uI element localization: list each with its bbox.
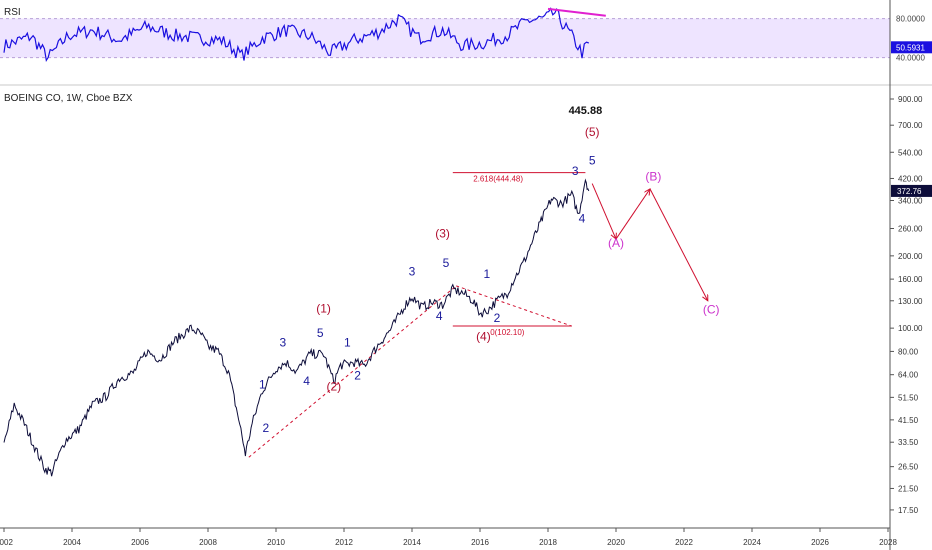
price-tick-label: 160.00 [898, 275, 923, 284]
wave-label-primary: 5 [589, 154, 596, 168]
time-tick-label: 2014 [403, 538, 421, 547]
time-tick-label: 2020 [607, 538, 625, 547]
price-tick-label: 17.50 [898, 506, 919, 515]
price-tick-label: 200.00 [898, 252, 923, 261]
wave-label-primary: 3 [572, 164, 579, 178]
time-axis: 2002 2004 2006 2008 2010 2012 2014 2016 2018 2020… [0, 528, 897, 547]
projection-arrow [649, 188, 708, 301]
price-tick-label: 41.50 [898, 416, 919, 425]
price-tick-label: 420.00 [898, 174, 923, 183]
projection-path [591, 183, 708, 301]
price-tick-label: 64.00 [898, 371, 919, 380]
price-tick-label: 33.50 [898, 438, 919, 447]
wave-label-major: (2) [326, 379, 341, 393]
wave-label-primary: 4 [436, 309, 443, 323]
rsi-panel: RSI 80.0000 40.0000 50.5931 [0, 7, 932, 63]
wave-label-primary: 2 [262, 421, 269, 435]
wave-label-primary: 5 [317, 326, 324, 340]
fib-extension-label: 2.618(444.48) [473, 175, 523, 184]
wave-label-projection: (B) [645, 169, 661, 183]
dashed-trend-line [248, 285, 457, 458]
time-tick-label: 2010 [267, 538, 285, 547]
wave-label-major: (1) [316, 302, 331, 316]
wave-label-projection: (C) [703, 303, 720, 317]
price-tick-label: 700.00 [898, 121, 923, 130]
price-tick-label: 540.00 [898, 148, 923, 157]
dashed-trend-line [456, 285, 572, 327]
time-tick-label: 2002 [0, 538, 13, 547]
time-tick-label: 2016 [471, 538, 489, 547]
time-tick-label: 2024 [743, 538, 761, 547]
price-tick-label: 80.00 [898, 347, 919, 356]
price-axis: 17.50 21.50 26.50 33.50 41.50 51.50 64.00 80.00… [890, 95, 923, 515]
time-tick-label: 2022 [675, 538, 693, 547]
time-tick-label: 2004 [63, 538, 81, 547]
high-price-label: 445.88 [569, 105, 603, 117]
time-tick-label: 2006 [131, 538, 149, 547]
time-tick-label: 2026 [811, 538, 829, 547]
price-panel: 17.50 21.50 26.50 33.50 41.50 51.50 64.00 80.00… [0, 93, 932, 547]
price-tick-label: 130.00 [898, 297, 923, 306]
fib-levels: 2.618(444.48) 0(102.10) [452, 172, 586, 337]
wave-label-major: (5) [585, 125, 600, 139]
rsi-level-80-label: 80.0000 [896, 15, 925, 24]
rsi-band [0, 18, 890, 58]
wave-label-primary: 2 [354, 369, 361, 383]
price-tick-label: 100.00 [898, 324, 923, 333]
wave-label-primary: 5 [443, 256, 450, 270]
price-tick-label: 21.50 [898, 484, 919, 493]
price-tick-label: 900.00 [898, 95, 923, 104]
symbol-title: BOEING CO, 1W, Cboe BZX [4, 93, 133, 104]
rsi-series-line [3, 7, 589, 63]
wave-label-primary: 4 [579, 212, 586, 226]
wave-labels: 1 2 3 4 5 1 2 3 4 5 1 2 3 4 5 (1) (2) (3) (4) (5) (A) (B) (C) [259, 125, 719, 435]
price-tick-label: 340.00 [898, 197, 923, 206]
wave-label-primary: 4 [303, 374, 310, 388]
price-tick-label: 51.50 [898, 393, 919, 402]
wave-label-primary: 2 [494, 311, 501, 325]
time-tick-label: 2028 [879, 538, 897, 547]
wave-label-primary: 3 [279, 335, 286, 349]
price-series-line [3, 178, 590, 477]
time-tick-label: 2008 [199, 538, 217, 547]
rsi-divergence-line [547, 7, 606, 17]
wave-label-major: (4) [476, 329, 491, 343]
projection-arrow [591, 183, 616, 239]
wave-label-primary: 1 [259, 378, 266, 392]
rsi-level-40-label: 40.0000 [896, 54, 925, 63]
wave-label-primary: 1 [344, 335, 351, 349]
time-tick-label: 2018 [539, 538, 557, 547]
wave-label-projection: (A) [608, 236, 624, 250]
rsi-value-label: 50.5931 [896, 43, 925, 52]
last-price-label: 372.76 [897, 187, 922, 196]
fib-base-label: 0(102.10) [490, 328, 525, 337]
price-tick-label: 260.00 [898, 224, 923, 233]
wave-label-major: (3) [435, 227, 450, 241]
trend-lines [248, 285, 572, 458]
price-tick-label: 26.50 [898, 463, 919, 472]
wave-label-primary: 3 [409, 264, 416, 278]
rsi-title: RSI [4, 7, 21, 18]
rsi-value-badge [891, 41, 932, 54]
last-price-badge [891, 184, 932, 197]
wave-label-primary: 1 [483, 267, 490, 281]
projection-arrow [615, 189, 650, 240]
time-tick-label: 2012 [335, 538, 353, 547]
